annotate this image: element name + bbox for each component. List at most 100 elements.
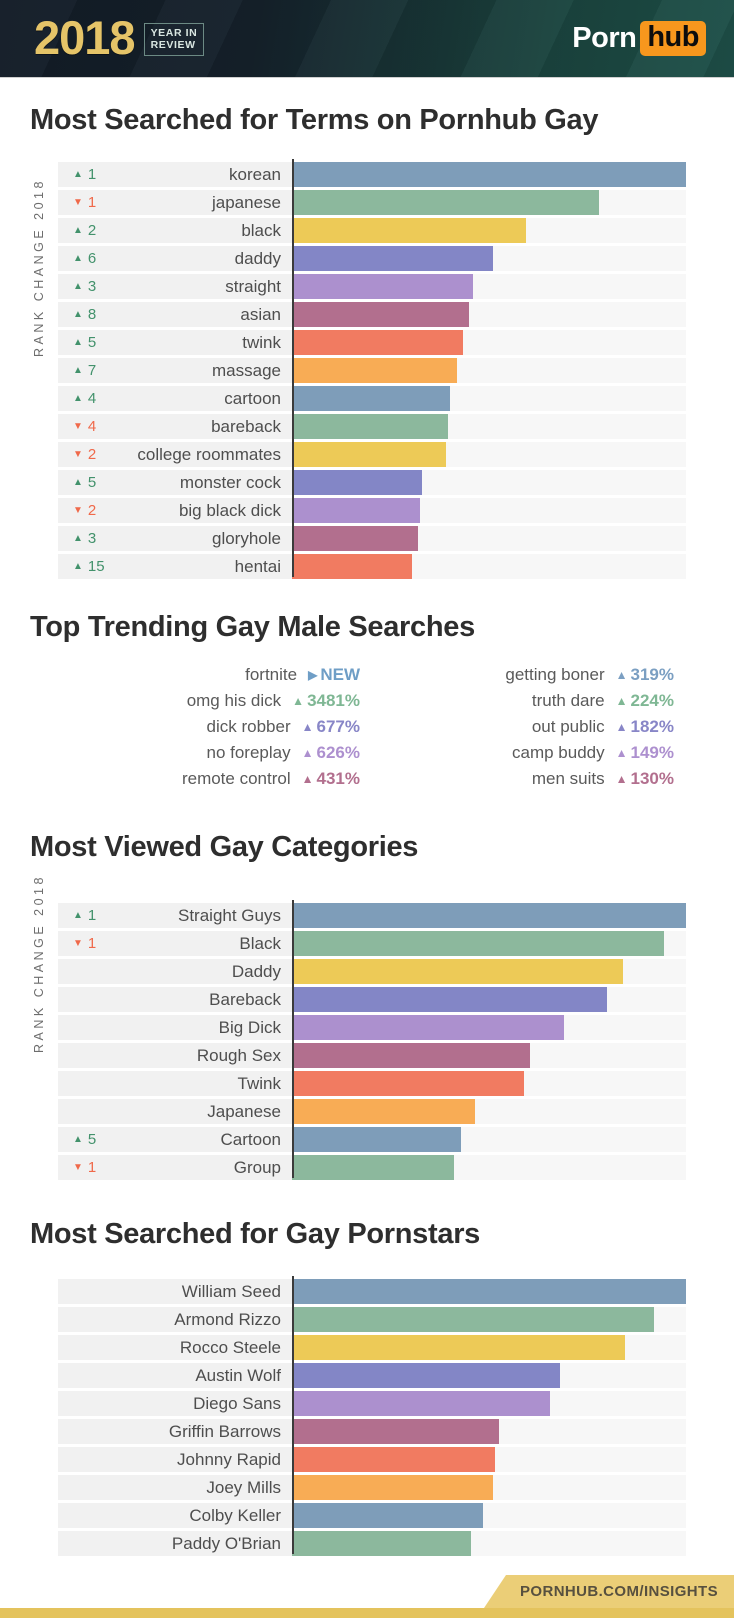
rank-change-value: 6 — [87, 250, 97, 267]
bar-label: Joey Mills — [118, 1475, 292, 1500]
trending-change-value: 130% — [630, 769, 674, 788]
bar — [292, 330, 464, 355]
trend-arrow-icon: ▲ — [301, 720, 314, 734]
chart-row: ▼ 1 Black — [58, 931, 686, 956]
chart-row: ▼ 2 college roommates — [58, 442, 686, 467]
chart-row: ▲ 5 Cartoon — [58, 1127, 686, 1152]
header-banner: 2018 YEAR IN REVIEW Porn hub — [0, 0, 734, 78]
trending-item: out public ▲ 182% — [400, 714, 674, 740]
rank-change-arrow-icon: ▲ — [73, 532, 83, 544]
rank-change-indicator — [58, 1335, 118, 1360]
chart-row: Bareback — [58, 987, 686, 1012]
rank-change-value: 7 — [87, 362, 97, 379]
bar — [292, 498, 421, 523]
section-title-top-trending: Top Trending Gay Male Searches — [30, 611, 475, 643]
trending-term: fortnite — [245, 665, 298, 684]
bar-label: daddy — [118, 246, 292, 271]
bar-track — [292, 442, 686, 467]
pornhub-logo-porn: Porn — [572, 22, 637, 54]
bar-label: straight — [118, 274, 292, 299]
bar-label: Japanese — [118, 1099, 292, 1124]
bar — [292, 162, 686, 187]
rank-change-arrow-icon: ▲ — [73, 224, 83, 236]
trending-change: ▲ 182% — [616, 717, 674, 737]
rank-change-value: 3 — [87, 278, 97, 295]
chart-row: ▲ 5 twink — [58, 330, 686, 355]
bar — [292, 386, 450, 411]
bar — [292, 1531, 472, 1556]
rank-change-indicator: ▲ 6 — [58, 246, 118, 271]
bar — [292, 1447, 495, 1472]
trend-arrow-icon: ▲ — [292, 694, 305, 708]
rank-change-arrow-icon: ▼ — [73, 1161, 83, 1173]
trend-arrow-icon: ▲ — [301, 746, 314, 760]
rank-change-arrow-icon: ▼ — [73, 504, 83, 516]
chart-row: Diego Sans — [58, 1391, 686, 1416]
year-in-review-logo: 2018 YEAR IN REVIEW — [34, 11, 205, 65]
rank-change-arrow-icon: ▼ — [73, 420, 83, 432]
chart-row: William Seed — [58, 1279, 686, 1304]
chart-row: ▲ 4 cartoon — [58, 386, 686, 411]
badge-line-1: YEAR IN — [150, 27, 198, 40]
pornhub-logo-hub: hub — [640, 21, 706, 56]
chart-row: ▼ 1 japanese — [58, 190, 686, 215]
rank-change-axis-label: RANK CHANGE 2018 — [32, 178, 46, 357]
rank-change-value: 1 — [87, 194, 97, 211]
rank-change-indicator: ▼ 2 — [58, 498, 118, 523]
bar — [292, 1475, 493, 1500]
bar-label: japanese — [118, 190, 292, 215]
bar-label: hentai — [118, 554, 292, 579]
trending-term: no foreplay — [206, 743, 291, 762]
bar — [292, 1071, 525, 1096]
trending-item: truth dare ▲ 224% — [400, 688, 674, 714]
rank-change-value: 1 — [87, 166, 97, 183]
bar-label: Group — [118, 1155, 292, 1180]
bar — [292, 1419, 499, 1444]
trending-change-value: 626% — [316, 743, 360, 762]
bar-track — [292, 1015, 686, 1040]
bar — [292, 442, 446, 467]
rank-change-value: 5 — [87, 474, 97, 491]
bar-label: college roommates — [118, 442, 292, 467]
chart-row: ▲ 15 hentai — [58, 554, 686, 579]
rank-change-arrow-icon: ▲ — [73, 336, 83, 348]
rank-change-value: 4 — [87, 390, 97, 407]
bar-track — [292, 1155, 686, 1180]
bar-track — [292, 1419, 686, 1444]
year-2018-logo: 2018 — [34, 11, 136, 65]
rank-change-indicator — [58, 1419, 118, 1444]
trending-change: ▲ 431% — [302, 769, 360, 789]
trending-change-value: 319% — [630, 665, 674, 684]
rank-change-indicator — [58, 1391, 118, 1416]
rank-change-indicator: ▲ 5 — [58, 1127, 118, 1152]
trending-item: no foreplay ▲ 626% — [60, 740, 361, 766]
pornhub-logo: Porn hub — [572, 21, 706, 56]
trend-arrow-icon: ▲ — [615, 720, 628, 734]
rank-change-indicator — [58, 1475, 118, 1500]
bar-track — [292, 330, 686, 355]
bar — [292, 1391, 551, 1416]
bar-track — [292, 1447, 686, 1472]
rank-change-indicator: ▲ 5 — [58, 330, 118, 355]
bar — [292, 302, 470, 327]
bar-track — [292, 162, 686, 187]
bar — [292, 414, 448, 439]
bar-label: Black — [118, 931, 292, 956]
trending-change-value: 182% — [630, 717, 674, 736]
bar-track — [292, 498, 686, 523]
bar-track — [292, 987, 686, 1012]
trending-term: men suits — [531, 769, 605, 788]
bar — [292, 358, 458, 383]
bar-label: Cartoon — [118, 1127, 292, 1152]
rank-change-indicator — [58, 959, 118, 984]
rank-change-value: 1 — [87, 935, 97, 952]
rank-change-indicator: ▲ 2 — [58, 218, 118, 243]
bar — [292, 1127, 462, 1152]
trending-term: out public — [531, 717, 605, 736]
bar — [292, 903, 686, 928]
trending-change: ▲ 224% — [616, 691, 674, 711]
rank-change-indicator — [58, 1279, 118, 1304]
chart-row: ▲ 8 asian — [58, 302, 686, 327]
bar-track — [292, 1043, 686, 1068]
